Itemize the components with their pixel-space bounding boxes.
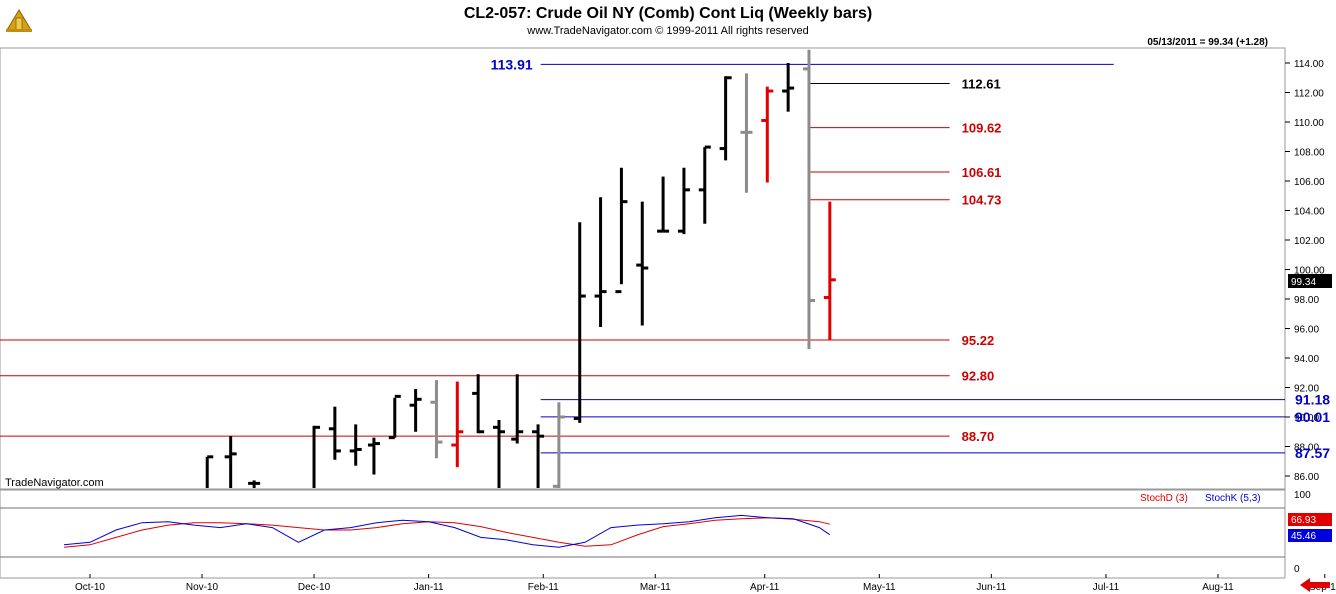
ohlc-bar: [430, 380, 443, 459]
ohlc-bar: [594, 197, 607, 328]
level-label: 113.91: [491, 56, 533, 72]
level-label: 91.18: [1295, 392, 1330, 408]
ohlc-bar: [472, 374, 485, 434]
price-tick-label: 102.00: [1294, 236, 1325, 247]
ohlc-bar: [205, 455, 214, 488]
ohlc-bar: [312, 425, 321, 488]
stochd-value-label: 66.93: [1291, 515, 1316, 526]
ohlc-bar: [740, 73, 753, 193]
level-label: 92.80: [962, 369, 995, 384]
time-tick-label: Jan-11: [414, 582, 444, 593]
ohlc-bar: [636, 201, 649, 326]
current-price-marker: [1288, 274, 1332, 288]
ohlc-bar: [349, 424, 362, 466]
price-tick-label: 88.00: [1294, 443, 1319, 454]
chart-copyright: www.TradeNavigator.com © 1999-2011 All r…: [526, 25, 808, 37]
price-tick-label: 106.00: [1294, 177, 1325, 188]
ohlc-bar: [573, 222, 586, 423]
ohlc-bar: [552, 402, 565, 488]
level-label: 87.57: [1295, 445, 1330, 461]
price-tick-label: 108.00: [1294, 148, 1325, 159]
stoch-tick-0: 0: [1294, 564, 1300, 575]
ohlc-bar: [615, 167, 628, 294]
stoch-tick-100: 100: [1294, 490, 1311, 501]
price-tick-label: 86.00: [1294, 472, 1319, 483]
level-label: 90.01: [1295, 409, 1330, 425]
stochk-value-marker: [1288, 529, 1332, 542]
watermark-text: TradeNavigator.com: [5, 477, 104, 489]
ohlc-bar: [224, 436, 237, 488]
ohlc-bar: [248, 480, 261, 488]
time-axis: Oct-10 Nov-10 Dec-10 Jan-11 Feb-11 Mar-11 Apr-…: [75, 574, 1336, 593]
price-tick-label: 104.00: [1294, 207, 1325, 218]
time-tick-label: May-11: [863, 582, 896, 593]
time-tick-label: Mar-11: [640, 582, 671, 593]
stochk-line: [63, 514, 831, 548]
level-label: 112.61: [962, 77, 1001, 92]
scroll-left-arrow-icon[interactable]: [1300, 578, 1330, 592]
time-tick-label: Nov-10: [186, 582, 219, 593]
level-label: 106.61: [962, 165, 1002, 180]
time-tick-label: Apr-11: [750, 582, 780, 593]
price-tick-label: 94.00: [1294, 354, 1319, 365]
fib-levels: 113.91 112.61 109.62 106.61 104.73 95.22 92.80…: [0, 56, 1330, 461]
price-panel-frame: [0, 47, 1286, 490]
current-price-label: 99.34: [1291, 277, 1316, 288]
ohlc-bar: [802, 49, 815, 350]
ohlc-bar: [719, 76, 732, 161]
level-label: 109.62: [962, 121, 1002, 136]
level-label: 104.73: [962, 193, 1002, 208]
price-bars: [205, 49, 836, 488]
ohlc-bar: [388, 394, 401, 440]
time-tick-label: Aug-11: [1202, 582, 1234, 593]
ohlc-bar: [677, 167, 690, 235]
ohlc-bar: [511, 374, 524, 444]
stochd-line: [63, 517, 830, 548]
stoch-panel-frame: [0, 489, 1286, 579]
ohlc-bar: [698, 145, 711, 224]
price-tick-label: 92.00: [1294, 384, 1319, 395]
price-tick-label: 112.00: [1294, 89, 1324, 100]
stochastic-panel: 100 0: [0, 490, 1311, 575]
price-tick-label: 110.00: [1294, 118, 1324, 129]
stochk-legend: StochK (5,3): [1205, 493, 1261, 504]
ohlc-bar: [451, 381, 464, 468]
time-tick-label: Dec-10: [298, 582, 331, 593]
ohlc-bar: [657, 176, 670, 233]
stochd-legend: StochD (3): [1140, 493, 1188, 504]
price-tick-label: 98.00: [1294, 295, 1319, 306]
ohlc-bar: [492, 419, 505, 488]
level-label: 88.70: [962, 429, 995, 444]
ohlc-bar: [761, 86, 774, 183]
price-axis: 86.00 88.00 90.00 92.00 94.00 96.00 98.00 100.0…: [1285, 59, 1325, 483]
price-tick-label: 114.00: [1294, 59, 1324, 70]
time-tick-label: Jun-11: [976, 582, 1006, 593]
tradenavigator-logo-icon: [4, 4, 34, 34]
ohlc-bar: [328, 406, 341, 460]
ohlc-bar: [409, 388, 422, 432]
ohlc-bar: [532, 424, 545, 488]
level-label: 95.22: [962, 333, 995, 348]
time-tick-label: Feb-11: [528, 582, 559, 593]
price-tick-label: 90.00: [1294, 413, 1319, 424]
price-tick-label: 100.00: [1294, 266, 1325, 277]
last-quote: 05/13/2011 = 99.34 (+1.28): [1147, 37, 1268, 48]
ohlc-bar: [367, 437, 380, 475]
price-tick-label: 96.00: [1294, 325, 1319, 336]
stochk-value-label: 45.46: [1291, 531, 1316, 542]
time-tick-label: Jul-11: [1093, 582, 1120, 593]
chart-title: CL2-057: Crude Oil NY (Comb) Cont Liq (W…: [464, 5, 872, 22]
ohlc-bar: [823, 201, 836, 341]
time-tick-label: Oct-10: [75, 582, 105, 593]
ohlc-bar: [782, 63, 795, 112]
stochd-value-marker: [1288, 513, 1332, 526]
